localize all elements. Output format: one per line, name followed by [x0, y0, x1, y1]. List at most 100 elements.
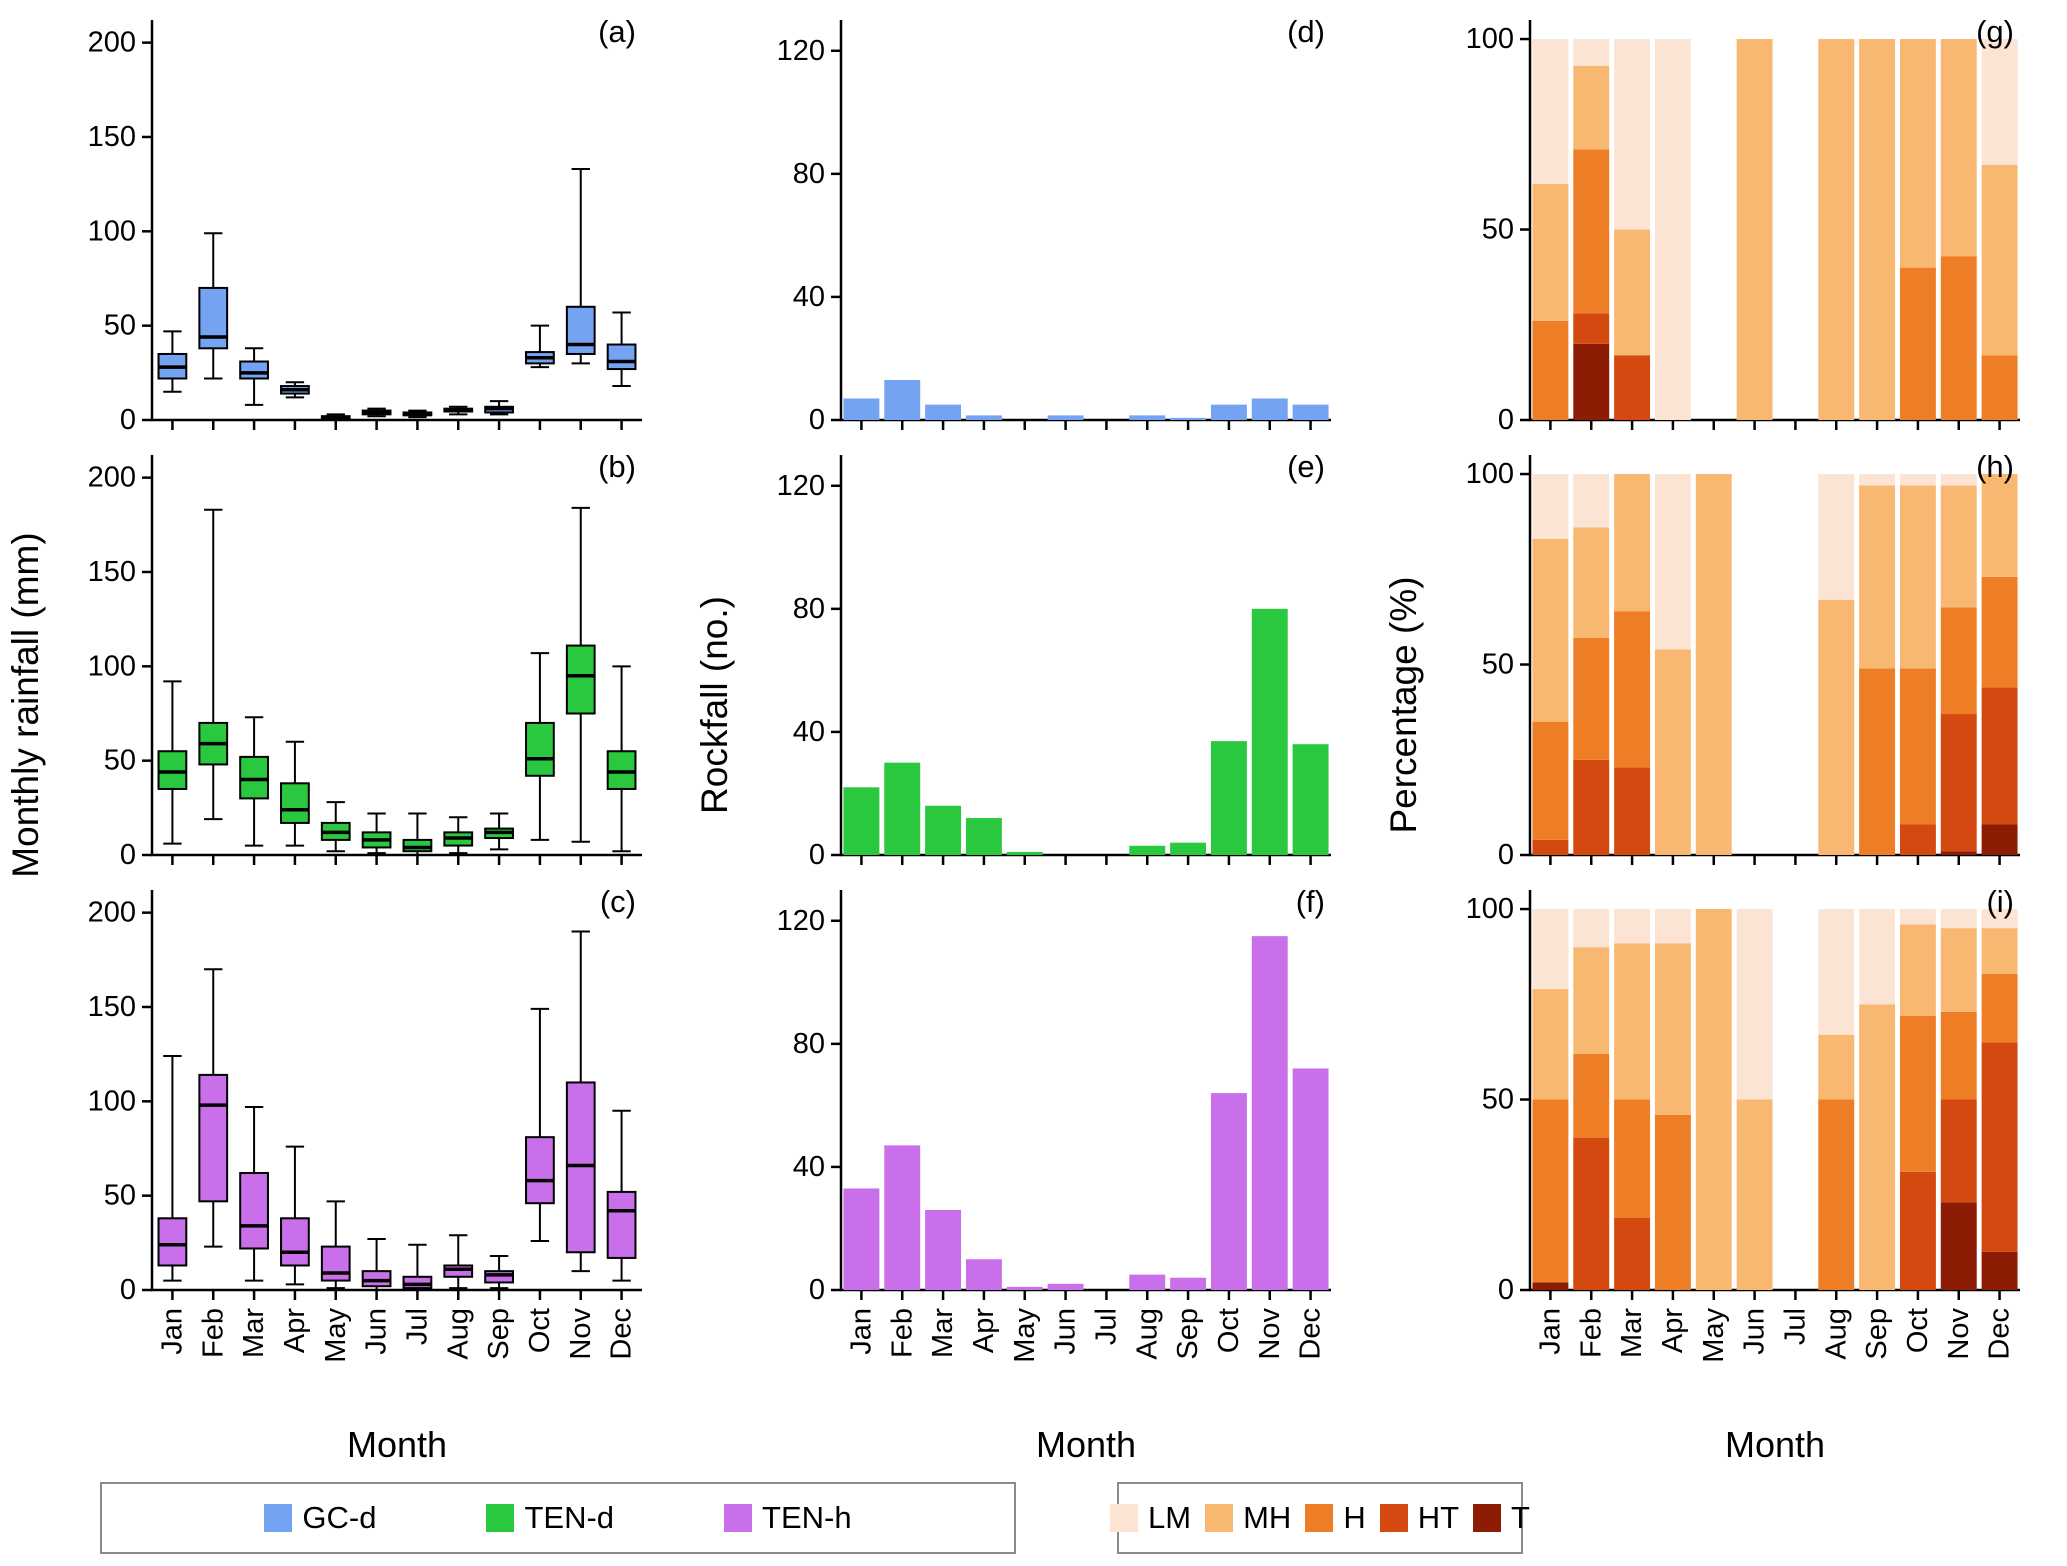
segment-HT	[1899, 1171, 1936, 1290]
segment-MH	[1940, 928, 1977, 1012]
segment-MH	[1532, 989, 1569, 1100]
stacked-bar-May	[1695, 909, 1732, 1290]
legend-label-mh: MH	[1243, 1500, 1292, 1535]
boxplot-Mar	[239, 716, 269, 847]
y-tick-label: 0	[809, 839, 825, 865]
boxplot-Jan	[157, 680, 188, 845]
segment-LM	[1981, 909, 2018, 929]
segment-MH	[1818, 39, 1855, 421]
stacked-bar-Oct	[1899, 39, 1936, 420]
stacked-bar-Aug	[1818, 474, 1855, 855]
legend-entry-lm: LM	[1110, 1500, 1191, 1536]
bar-Jan	[843, 1188, 880, 1290]
panel-letter-(g): (g)	[1976, 14, 2014, 49]
y-tick-label: 200	[88, 462, 136, 494]
x-axis-label-rockfall: Month	[1035, 1424, 1137, 1465]
bar-Oct	[1210, 404, 1247, 420]
column-rockfall: Rockfall (no.) 0 40 80 120 (d) 0 40 80 120 (e) 0…	[689, 0, 1378, 1470]
x-tick-label: Jun	[1739, 1308, 1771, 1355]
segment-H	[1614, 1099, 1651, 1218]
stacked-bar-Aug	[1818, 39, 1855, 421]
x-tick-label: Jun	[361, 1308, 393, 1355]
segment-MH	[1654, 943, 1691, 1115]
stacked-bar-Oct	[1899, 909, 1936, 1290]
boxplot-Jan	[157, 330, 188, 393]
panel-i-stacked-tenh: 0 50 100 Jan Feb Mar Apr May Jun Jul Aug Sep Oct Nov D…	[1430, 870, 2030, 1425]
panel-h-stacked-tend: 0 50 100 (h)	[1430, 435, 2030, 871]
box	[239, 360, 269, 380]
bar-Apr	[965, 1259, 1002, 1290]
x-tick-label: Nov	[1254, 1308, 1286, 1360]
y-tick-label: 50	[104, 310, 136, 342]
box	[280, 1217, 310, 1267]
stacked-bar-Jan	[1532, 909, 1569, 1290]
segment-LM	[1654, 39, 1691, 421]
legend-swatch-t	[1473, 1504, 1502, 1532]
box	[239, 1172, 269, 1250]
segment-LM	[1573, 909, 1610, 948]
rainfall-panels: 0 50 100 150 200 (a) 0 50 100 150 200 (b) 0 50 100 15…	[52, 0, 689, 1425]
chart-svg-(a): 0 50 100 150 200 (a)	[88, 14, 642, 436]
panel-c-boxplot-tenh: 0 50 100 150 200 Jan Feb Mar Apr May Jun Jul Aug Sep O…	[52, 870, 652, 1425]
stacked-bar-Feb	[1573, 909, 1610, 1290]
x-tick-label: Apr	[1657, 1308, 1689, 1353]
chart-svg-(i): 0 50 100 Jan Feb Mar Apr May Jun Jul Aug Sep Oct Nov D…	[1466, 884, 2020, 1363]
segment-H	[1532, 320, 1569, 420]
y-tick-label: 0	[809, 404, 825, 430]
boxplot-Feb	[198, 508, 229, 821]
bar-Jun	[1047, 1283, 1084, 1290]
segment-H	[1981, 355, 2018, 420]
y-tick-label: 50	[1482, 214, 1514, 246]
bar-May	[1006, 851, 1043, 855]
bar-Sep	[1170, 842, 1207, 855]
y-axis-label-rockfall: Rockfall (no.)	[694, 596, 735, 814]
bar-Nov	[1251, 936, 1288, 1290]
legend-row: GC-d TEN-d TEN-h LM MH H	[0, 1470, 2067, 1566]
y-tick-label: 150	[88, 556, 136, 588]
charts-grid: Monthly rainfall (mm) 0 50 100 150 200 (a) 0 5…	[5, 0, 2030, 1470]
segment-T	[1573, 343, 1610, 420]
panel-letter-(i): (i)	[1986, 884, 2014, 919]
segment-H	[1818, 1099, 1855, 1290]
x-tick-label: Sep	[483, 1308, 515, 1360]
x-tick-label: Feb	[197, 1308, 229, 1358]
x-tick-label: Oct	[524, 1308, 556, 1353]
y-tick-label: 0	[1498, 404, 1514, 430]
segment-LM	[1654, 909, 1691, 944]
boxplot-Feb	[198, 968, 229, 1248]
bar-Mar	[925, 1210, 962, 1290]
boxplot-May	[320, 801, 351, 853]
x-tick-label: Apr	[279, 1308, 311, 1353]
x-tick-label: Jan	[156, 1308, 188, 1355]
segment-H	[1654, 1114, 1691, 1290]
stacked-bar-Sep	[1859, 39, 1896, 421]
x-tick-label: Feb	[1575, 1308, 1607, 1358]
panel-letter-(a): (a)	[598, 14, 636, 49]
y-tick-label: 0	[120, 404, 136, 430]
stacked-bar-Mar	[1614, 909, 1651, 1290]
bar-Dec	[1292, 1068, 1329, 1290]
boxplot-Nov	[565, 506, 596, 843]
stacked-bar-Mar	[1614, 39, 1651, 420]
boxplot-Apr	[280, 1145, 310, 1286]
box	[565, 305, 596, 355]
segment-H	[1899, 668, 1936, 825]
bar-May	[1006, 1286, 1043, 1290]
segment-LM	[1573, 39, 1610, 66]
segment-MH	[1859, 1004, 1896, 1290]
x-tick-label: Aug	[442, 1308, 474, 1360]
y-tick-label: 50	[1482, 1084, 1514, 1116]
box	[484, 1270, 514, 1284]
segment-MH	[1981, 928, 2018, 974]
segment-MH	[1532, 538, 1569, 722]
panel-e-bar-tend: 0 40 80 120 (e)	[741, 435, 1341, 871]
y-tick-label: 0	[120, 839, 136, 865]
box	[525, 721, 555, 777]
x-tick-label: Sep	[1861, 1308, 1893, 1360]
segment-MH	[1573, 65, 1610, 150]
stacked-bar-Nov	[1940, 909, 1977, 1290]
y-tick-label: 40	[793, 716, 825, 748]
legend-categories: LM MH H HT T	[1110, 1482, 1530, 1554]
x-tick-label: Dec	[606, 1308, 638, 1360]
segment-HT	[1899, 824, 1936, 855]
